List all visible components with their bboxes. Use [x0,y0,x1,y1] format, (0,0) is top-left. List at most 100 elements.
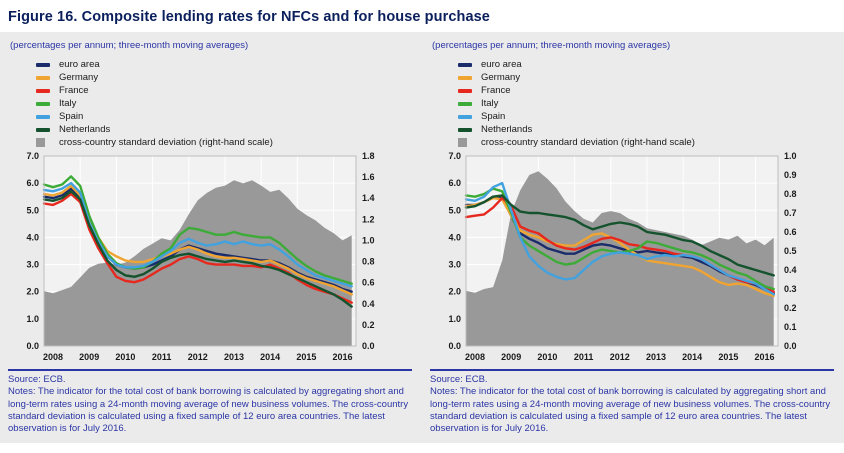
italy-swatch-icon [458,101,472,106]
svg-text:7.0: 7.0 [26,152,39,161]
italy-line [42,175,353,285]
euro-area-swatch-icon [458,62,472,67]
legend-label: Spain [59,111,84,122]
svg-text:0.1: 0.1 [784,322,797,332]
svg-text:2.0: 2.0 [26,287,39,297]
svg-text:2016: 2016 [333,352,353,362]
legend-label: Italy [59,98,77,109]
legend-label: Netherlands [59,124,111,135]
nfc-chart: 0.0 1.0 2.0 3.0 4.0 5.0 6.0 7.0 0.0 0.2 0.4 0.6 0.8 1… [26,152,375,362]
legend-item-germany: Germany [36,71,412,84]
legend-label: Italy [481,98,499,109]
svg-text:2009: 2009 [501,352,521,362]
svg-text:0.8: 0.8 [784,189,797,199]
france-swatch-icon [36,88,50,93]
svg-text:2012: 2012 [188,352,208,362]
legend-label: cross-country standard deviation (right-… [481,137,695,148]
notes-block: Source: ECB. Notes: The indicator for th… [430,374,834,435]
france-line [42,192,353,304]
cross-country-standard-deviation-right-hand-scale-swatch-icon [36,138,45,147]
panel-subtitle: (percentages per annum; three-month movi… [432,40,671,51]
figure-body: (percentages per annum; three-month movi… [0,32,844,443]
legend-label: Spain [481,111,506,122]
svg-text:1.0: 1.0 [784,152,797,161]
legend-item-euro-area: euro area [36,58,412,71]
france-swatch-icon [458,88,472,93]
notes-text: Notes: The indicator for the total cost … [430,386,831,435]
svg-text:2.0: 2.0 [448,287,461,297]
svg-text:0.5: 0.5 [784,246,797,256]
svg-text:0.0: 0.0 [448,341,461,351]
svg-text:1.0: 1.0 [26,314,39,324]
svg-text:1.6: 1.6 [362,172,375,182]
legend-label: cross-country standard deviation (right-… [59,137,273,148]
svg-text:2015: 2015 [718,352,738,362]
legend-item-netherlands: Netherlands [458,123,834,136]
svg-text:2013: 2013 [224,352,244,362]
italy-swatch-icon [36,101,50,106]
svg-text:0.9: 0.9 [784,170,797,180]
svg-text:4.0: 4.0 [448,232,461,242]
svg-text:0.2: 0.2 [362,320,375,330]
euro-area-swatch-icon [36,62,50,67]
legend-label: euro area [59,59,100,70]
notes-block: Source: ECB. Notes: The indicator for th… [8,374,412,435]
legend-item-cross-country-standard-deviation-right-hand-scale: cross-country standard deviation (right-… [36,136,412,149]
svg-text:1.8: 1.8 [362,152,375,161]
germany-swatch-icon [36,75,50,80]
svg-text:0.6: 0.6 [362,278,375,288]
cross-country-standard-deviation-area [44,180,352,346]
spain-line [464,181,775,296]
svg-text:2008: 2008 [43,352,63,362]
svg-text:1.0: 1.0 [448,314,461,324]
svg-text:1.2: 1.2 [362,214,375,224]
svg-text:2011: 2011 [574,352,594,362]
svg-text:2010: 2010 [115,352,135,362]
netherlands-line [42,190,353,308]
legend-item-spain: Spain [36,110,412,123]
legend: euro area Germany France Italy Spain Netherla… [36,58,412,149]
legend-item-cross-country-standard-deviation-right-hand-scale: cross-country standard deviation (right-… [458,136,834,149]
spain-swatch-icon [458,114,472,119]
legend-item-italy: Italy [458,97,834,110]
svg-text:0.8: 0.8 [362,257,375,267]
legend-label: euro area [481,59,522,70]
svg-text:2015: 2015 [296,352,316,362]
svg-text:0.4: 0.4 [362,299,375,309]
panel-subtitle: (percentages per annum; three-month movi… [10,40,249,51]
legend-label: Germany [59,72,99,83]
svg-text:2016: 2016 [755,352,775,362]
netherlands-swatch-icon [36,127,50,132]
svg-text:7.0: 7.0 [448,152,461,161]
notes-text: Notes: The indicator for the total cost … [8,386,409,435]
svg-text:3.0: 3.0 [448,260,461,270]
source-text: Source: ECB. [430,374,488,385]
svg-text:5.0: 5.0 [448,205,461,215]
netherlands-line [464,194,775,277]
svg-text:0.0: 0.0 [784,341,797,351]
divider-rule [8,369,412,371]
divider-rule [430,369,834,371]
svg-text:0.3: 0.3 [784,284,797,294]
legend-item-netherlands: Netherlands [36,123,412,136]
spain-swatch-icon [36,114,50,119]
svg-text:6.0: 6.0 [448,178,461,188]
svg-text:4.0: 4.0 [26,232,39,242]
chart-panel-house-purchase: (percentages per annum; three-month movi… [430,38,834,443]
chart-panel-nfc: (percentages per annum; three-month movi… [8,38,412,443]
svg-text:0.4: 0.4 [784,265,797,275]
netherlands-swatch-icon [458,127,472,132]
germany-swatch-icon [458,75,472,80]
legend-item-france: France [36,84,412,97]
figure-title: Figure 16. Composite lending rates for N… [8,9,490,25]
svg-text:2011: 2011 [152,352,172,362]
legend-item-italy: Italy [36,97,412,110]
svg-text:6.0: 6.0 [26,178,39,188]
svg-text:2009: 2009 [79,352,99,362]
legend: euro area Germany France Italy Spain Netherla… [458,58,834,149]
svg-text:2012: 2012 [610,352,630,362]
svg-text:1.0: 1.0 [362,235,375,245]
legend-label: Netherlands [481,124,533,135]
legend-item-euro-area: euro area [458,58,834,71]
source-text: Source: ECB. [8,374,66,385]
